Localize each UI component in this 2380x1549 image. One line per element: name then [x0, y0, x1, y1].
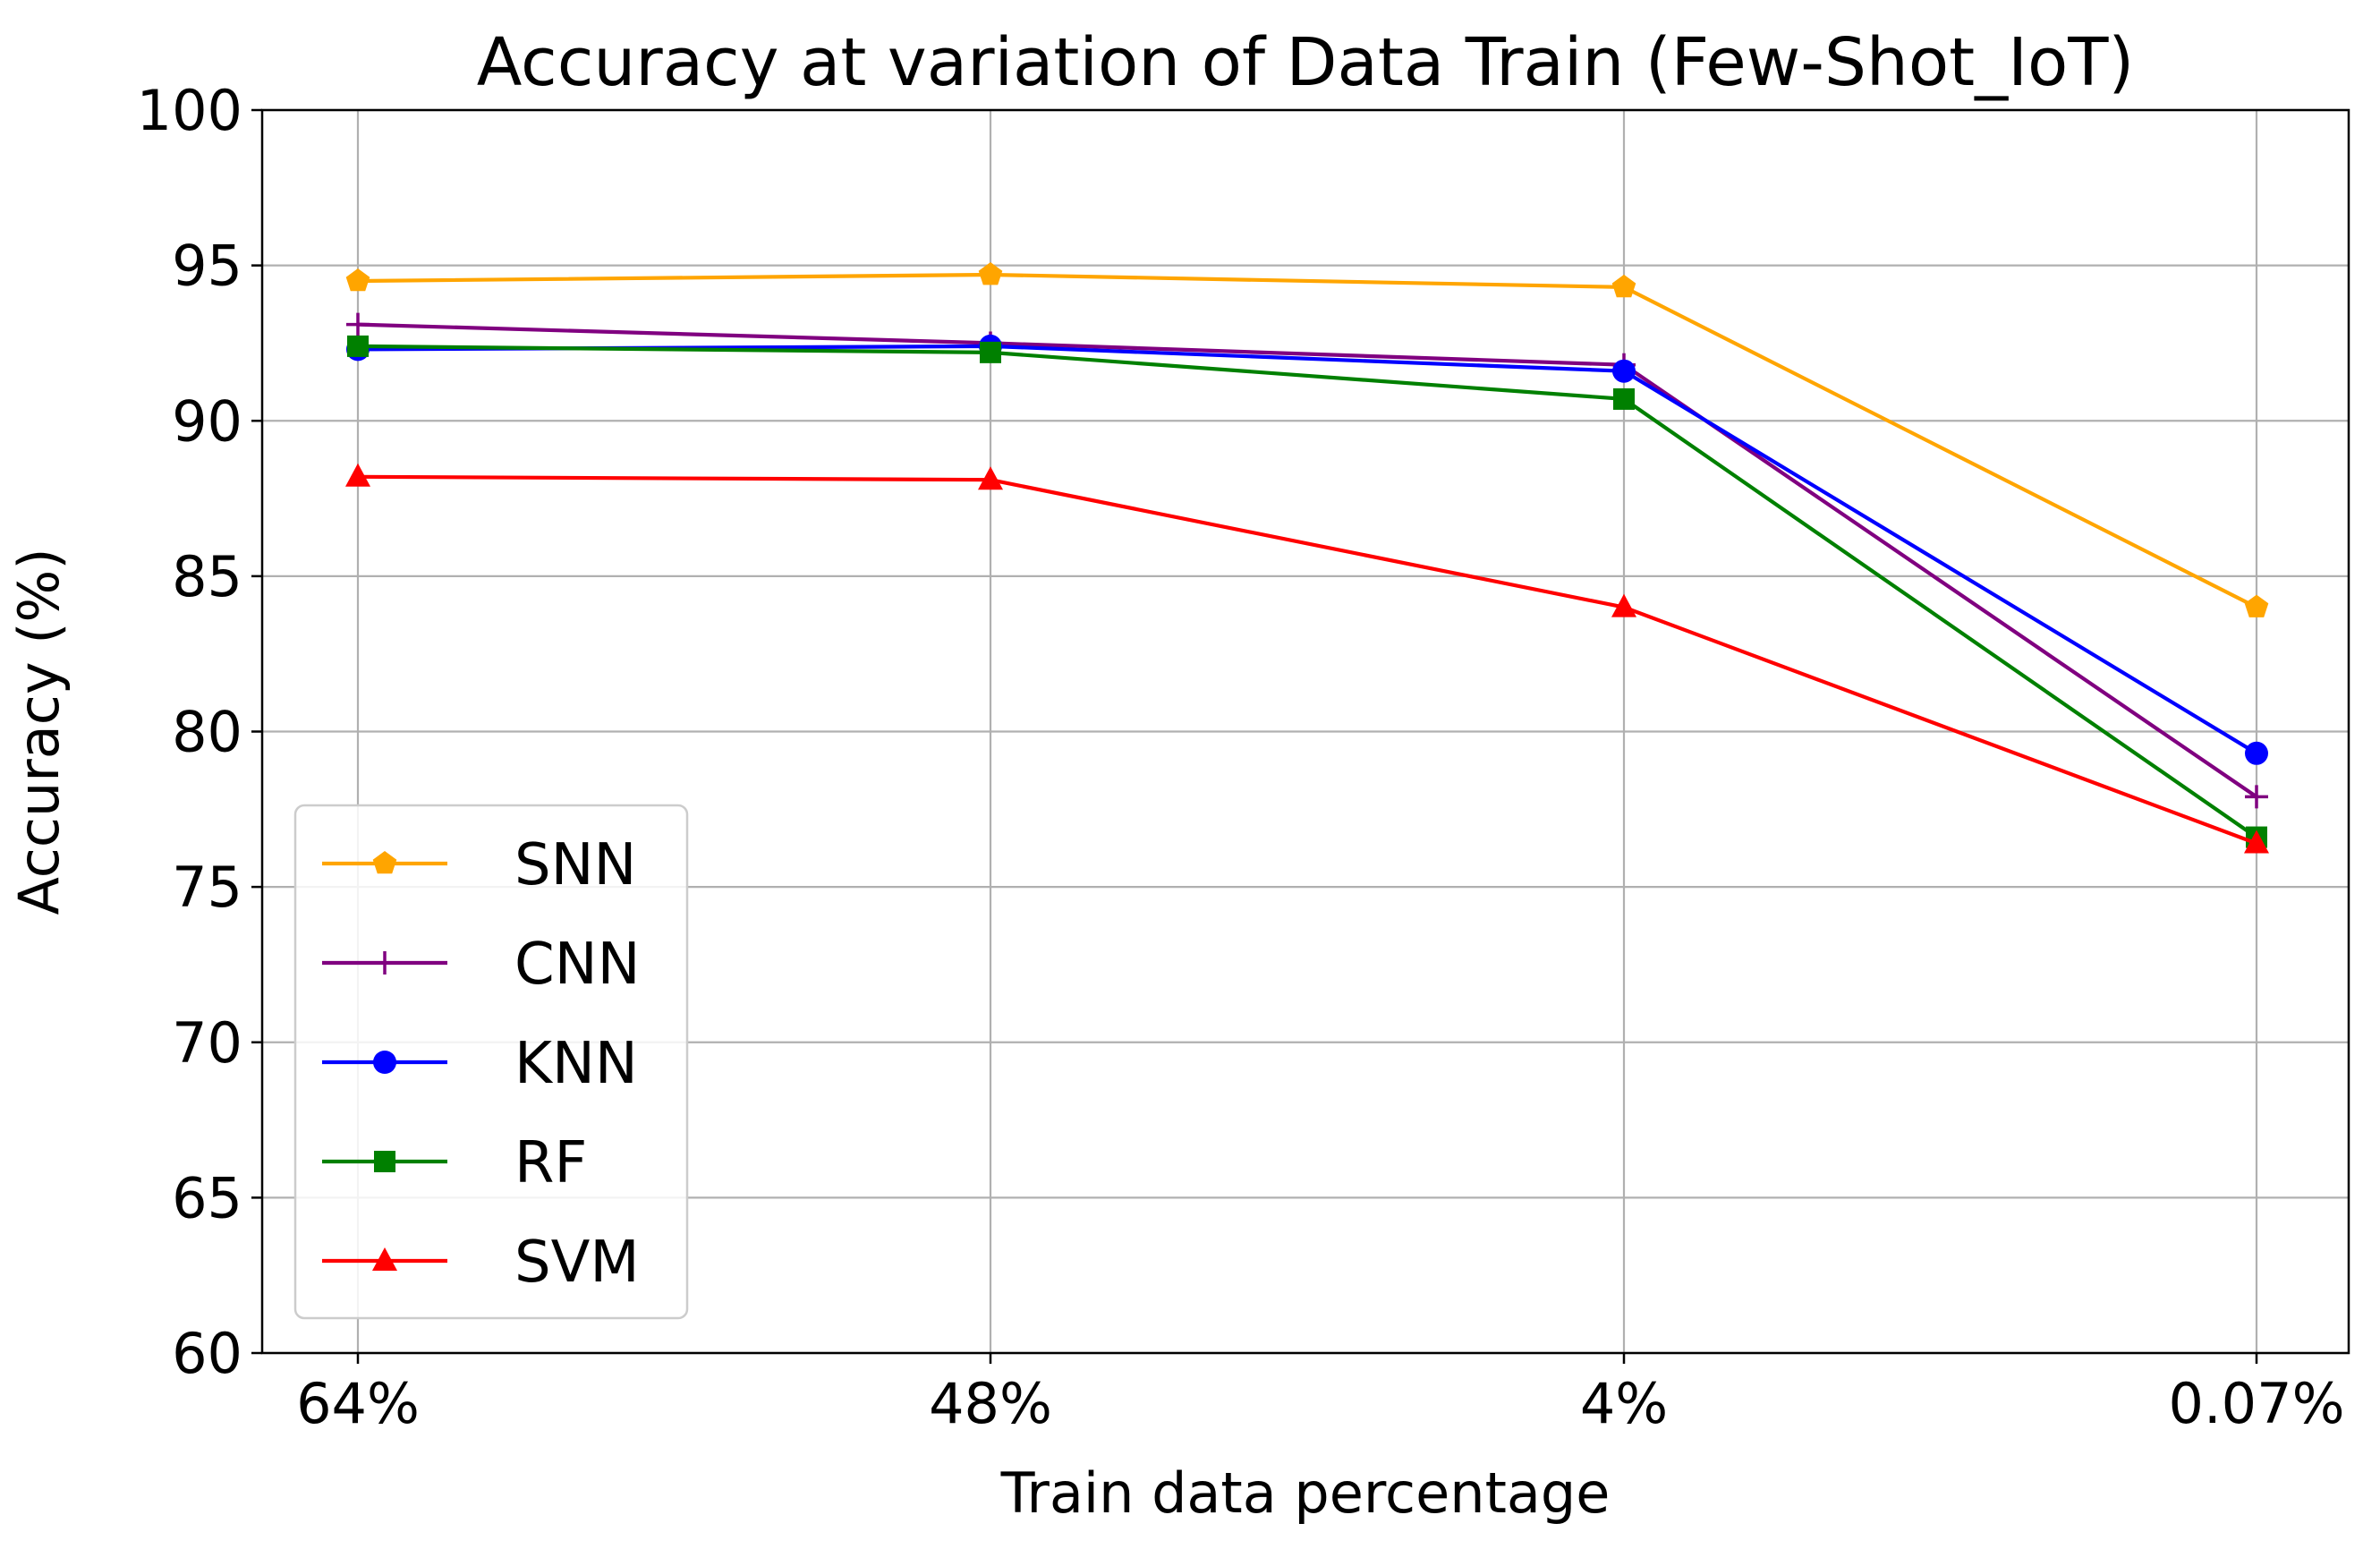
data-point-svm	[1611, 593, 1636, 617]
x-tick-label: 4%	[1580, 1371, 1668, 1436]
series-rf	[347, 335, 2267, 848]
series-svm	[345, 463, 2269, 854]
legend-label: SNN	[514, 832, 636, 898]
legend-marker	[374, 1151, 395, 1172]
data-point-cnn	[346, 312, 370, 336]
legend-entry-svm: SVM	[322, 1230, 640, 1296]
y-tick-label: 100	[137, 78, 242, 143]
y-tick-label: 70	[172, 1010, 242, 1076]
y-tick-label: 65	[172, 1165, 242, 1230]
legend-marker	[373, 951, 396, 975]
data-point-snn	[2244, 594, 2269, 617]
data-point-snn	[978, 262, 1003, 285]
data-point-svm	[978, 466, 1003, 490]
data-point-rf	[980, 341, 1001, 363]
legend: SNN CNN KNN RF SVM	[293, 804, 689, 1320]
y-tick-label: 85	[172, 544, 242, 609]
data-point-knn	[1612, 359, 1636, 383]
data-point-snn	[1611, 274, 1636, 298]
y-tick-label: 95	[172, 234, 242, 299]
legend-label: RF	[514, 1130, 587, 1196]
legend-label: SVM	[514, 1230, 640, 1296]
series-layer	[345, 262, 2269, 854]
y-tick-label: 80	[172, 700, 242, 765]
legend-marker	[373, 1051, 396, 1074]
legend-label: KNN	[514, 1031, 638, 1097]
y-tick-label: 60	[172, 1321, 242, 1386]
data-point-rf	[347, 335, 369, 357]
legend-entry-rf: RF	[322, 1130, 587, 1196]
chart-title: Accuracy at variation of Data Train (Few…	[477, 24, 2135, 101]
series-line-rf	[357, 344, 2258, 839]
data-point-svm	[345, 463, 370, 487]
legend-box	[293, 804, 689, 1320]
x-axis-label: Train data percentage	[1000, 1460, 1611, 1526]
legend-entry-knn: KNN	[322, 1031, 638, 1097]
data-point-knn	[2245, 741, 2268, 765]
series-snn	[345, 262, 2269, 617]
series-line-cnn	[357, 322, 2258, 799]
data-point-svm	[2244, 830, 2269, 854]
x-tick-label: 0.07%	[2169, 1371, 2345, 1436]
data-point-rf	[1613, 387, 1635, 410]
series-line-svm	[357, 474, 2257, 846]
data-point-snn	[345, 268, 370, 292]
x-tick-label: 48%	[929, 1371, 1052, 1436]
y-tick-label: 90	[172, 388, 242, 454]
series-line-snn	[357, 272, 2257, 609]
legend-entry-cnn: CNN	[322, 932, 640, 998]
data-point-cnn	[2245, 785, 2268, 809]
legend-label: CNN	[514, 932, 640, 998]
y-axis-label: Accuracy (%)	[6, 548, 72, 915]
y-tick-label: 75	[172, 855, 242, 920]
axis-ticks: 60 65 70 75 80 85 90 95 100 64% 48% 4% 0.07%	[137, 78, 2345, 1436]
legend-marker	[372, 851, 397, 874]
x-tick-label: 64%	[296, 1371, 420, 1436]
legend-marker	[372, 1247, 397, 1271]
legend-entry-snn: SNN	[322, 832, 636, 898]
